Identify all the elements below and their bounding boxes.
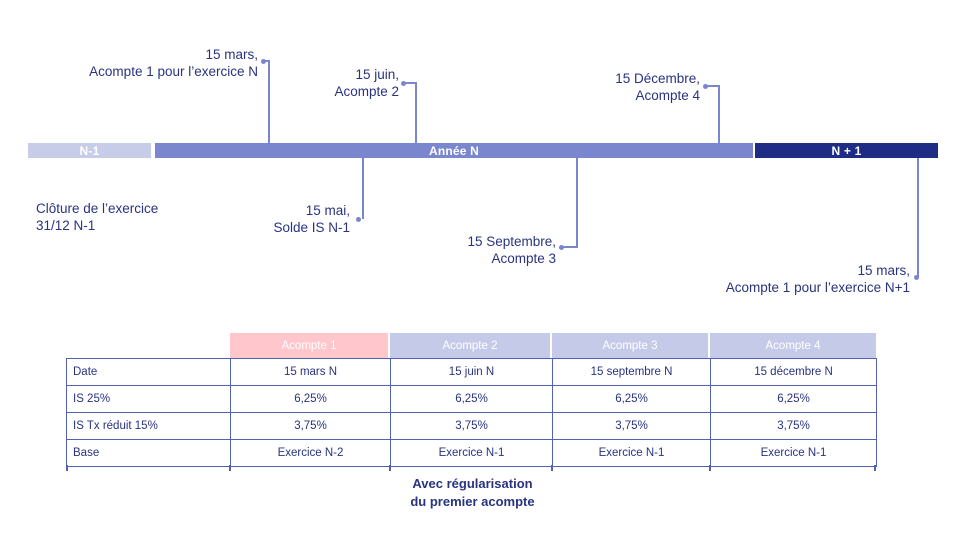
table-row-is-25: IS 25% 6,25% 6,25% 6,25% 6,25% [66,385,877,413]
connector-line [563,246,576,248]
event-label-15-mars-n: 15 mars, Acompte 1 pour l’exercice N [89,46,258,80]
timeline-segment-label: Année N [428,143,480,158]
table-row-date: Date 15 mars N 15 juin N 15 septembre N … [66,358,877,386]
row-label-cell: IS Tx réduit 15% [66,412,231,440]
event-label-15-juin: 15 juin, Acompte 2 [334,66,399,100]
connector-dot [703,84,708,89]
table-column-stub [229,465,231,471]
value-cell: 6,25% [552,385,711,413]
value-cell: 3,75% [710,412,877,440]
table-header-label: Acompte 1 [281,339,337,352]
connector-dot [261,59,266,64]
event-date: 15 juin, [355,67,399,82]
connector-line [268,61,270,143]
table-column-stub [709,465,711,471]
table-column-stub [551,465,553,471]
event-desc: Acompte 4 [635,88,700,103]
event-desc: Acompte 1 pour l’exercice N+1 [725,280,910,295]
value-cell: 3,75% [230,412,391,440]
table-column-stub [874,465,876,471]
table-column-stub [389,465,391,471]
event-date: 15 mars, [857,263,910,278]
timeline-segment-label: N + 1 [831,143,862,158]
connector-line [576,158,578,248]
event-label-cloture-exercice: Clôture de l’exercice 31/12 N-1 [36,200,158,234]
timeline-segment-n-minus-1: N-1 [28,143,151,158]
timeline-segment-label: N-1 [79,143,100,158]
table-column-stub [66,465,68,471]
event-date: 15 Septembre, [467,234,556,249]
value-cell: 6,25% [710,385,877,413]
event-label-15-mars-n-plus-1: 15 mars, Acompte 1 pour l’exercice N+1 [726,262,910,296]
connector-line [404,82,417,84]
value-cell: 6,25% [230,385,391,413]
value-cell: 15 mars N [230,358,391,386]
event-date: 15 mars, [205,47,258,62]
value-cell: 15 juin N [390,358,553,386]
value-cell: 15 décembre N [710,358,877,386]
value-cell: 15 septembre N [552,358,711,386]
connector-line [362,158,364,219]
table-row-is-reduit: IS Tx réduit 15% 3,75% 3,75% 3,75% 3,75% [66,412,877,440]
acomptes-table: Date 15 mars N 15 juin N 15 septembre N … [66,358,877,467]
event-desc: Acompte 1 pour l’exercice N [89,64,258,79]
caption-line-2: du premier acompte [410,494,535,509]
connector-line [415,83,417,143]
row-label-cell: Date [66,358,231,386]
connector-dot [914,275,919,280]
caption-line-1: Avec régularisation [412,476,533,491]
table-header-acompte-4: Acompte 4 [710,333,876,358]
event-date: 15 mai, [305,203,350,218]
timeline-segment-n-plus-1: N + 1 [755,143,938,158]
event-label-15-septembre: 15 Septembre, Acompte 3 [467,233,556,267]
value-cell: 3,75% [552,412,711,440]
connector-line [917,158,919,277]
connector-line [718,86,720,143]
table-header-acompte-3: Acompte 3 [552,333,708,358]
value-cell: Exercice N-1 [390,439,553,467]
connector-dot [401,81,406,86]
event-label-15-mai: 15 mai, Solde IS N-1 [273,202,350,236]
table-caption: Avec régularisation du premier acompte [330,475,615,511]
event-label-15-decembre: 15 Décembre, Acompte 4 [615,70,700,104]
value-cell: Exercice N-2 [230,439,391,467]
table-header-label: Acompte 2 [442,339,498,352]
table-header-acompte-2: Acompte 2 [390,333,550,358]
table-header-label: Acompte 4 [765,339,821,352]
value-cell: 3,75% [390,412,553,440]
event-desc: Acompte 2 [334,84,399,99]
value-cell: Exercice N-1 [552,439,711,467]
value-cell: 6,25% [390,385,553,413]
row-label-cell: Base [66,439,231,467]
timeline-segment-annee-n: Année N [155,143,753,158]
event-desc: Solde IS N-1 [273,220,350,235]
table-header-label: Acompte 3 [602,339,658,352]
event-date: 15 Décembre, [615,71,700,86]
table-row-base: Base Exercice N-2 Exercice N-1 Exercice … [66,439,877,467]
connector-line [706,85,720,87]
row-label-cell: IS 25% [66,385,231,413]
table-header-acompte-1: Acompte 1 [230,333,388,358]
connector-dot [559,245,564,250]
connector-dot [356,217,361,222]
connector-line [264,60,270,62]
value-cell: Exercice N-1 [710,439,877,467]
event-desc: Acompte 3 [491,251,556,266]
event-date: Clôture de l’exercice [36,201,159,216]
event-desc: 31/12 N-1 [36,218,96,233]
